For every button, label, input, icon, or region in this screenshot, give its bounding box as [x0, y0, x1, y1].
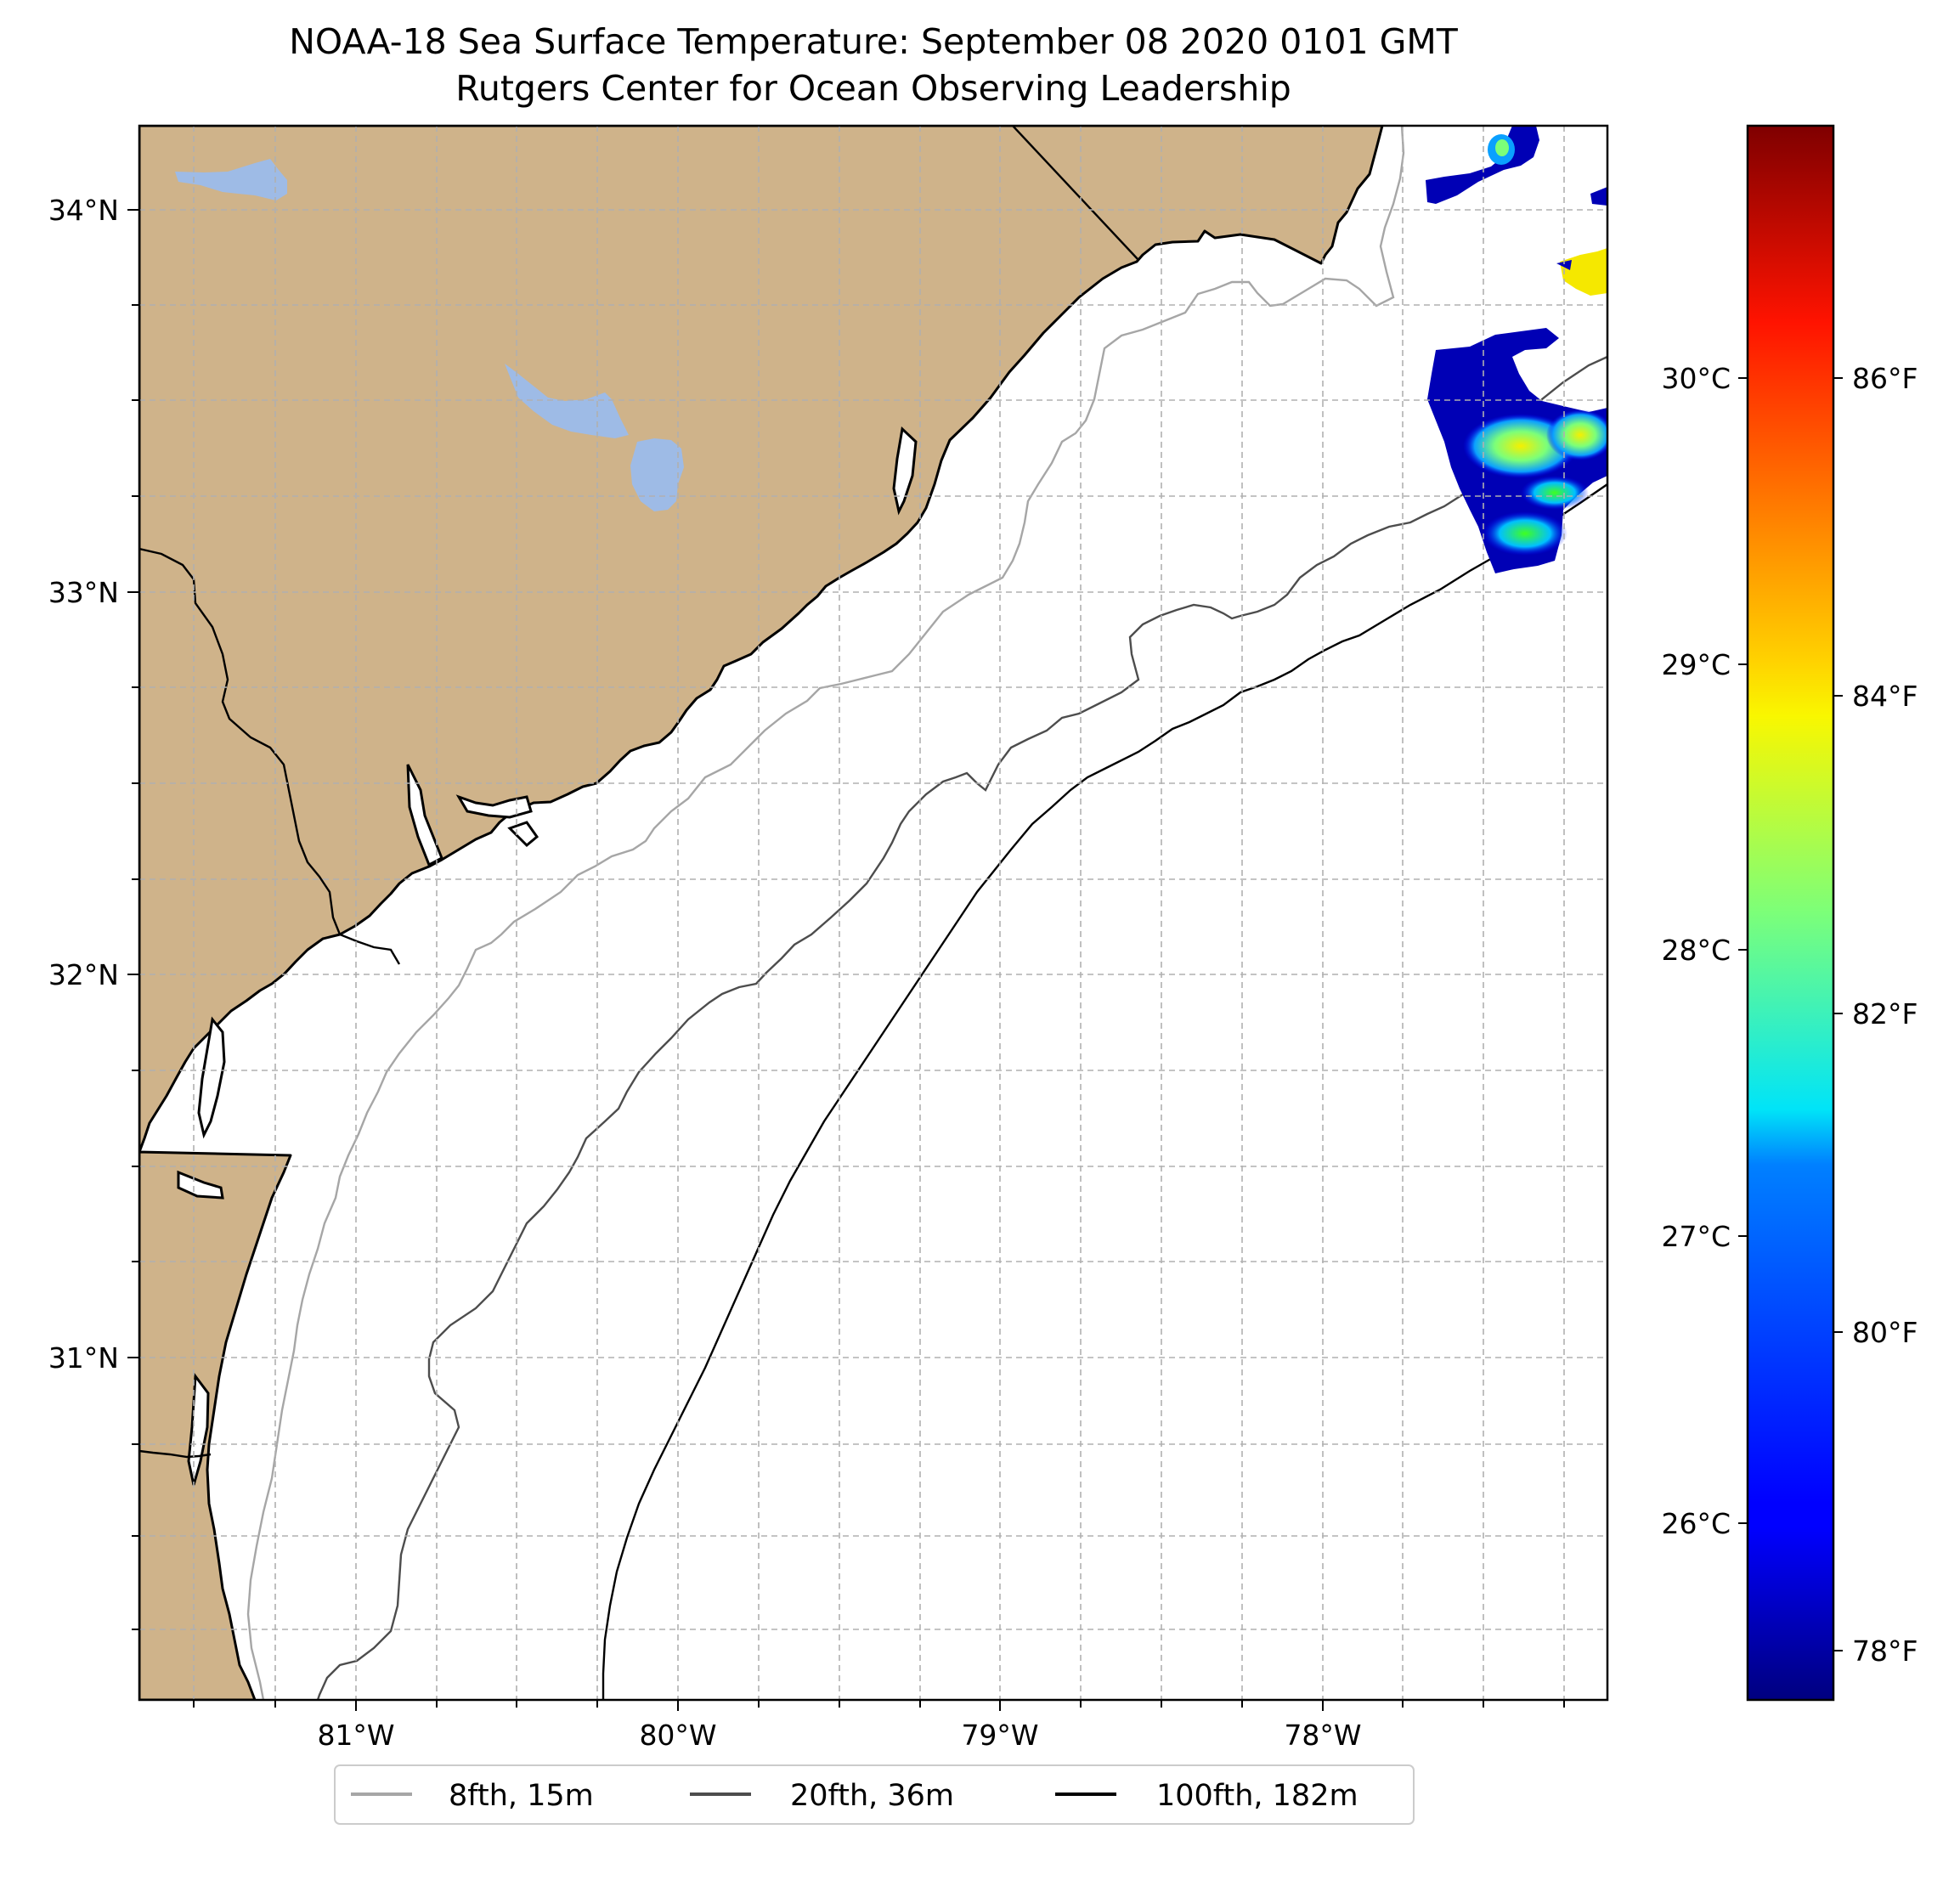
land: [139, 126, 1384, 1700]
contour-8fth: [246, 126, 1405, 1700]
gridlines: [139, 126, 1607, 1700]
title-line-2: Rutgers Center for Ocean Observing Leade…: [455, 68, 1291, 109]
colorbar-fahrenheit-80: 80°F: [1852, 1316, 1918, 1349]
lakes: [175, 159, 684, 511]
lat-label-31n: 31°N: [48, 1341, 119, 1375]
legend: 8fth, 15m 20fth, 36m 100fth, 182m: [334, 1764, 1415, 1825]
colorbar-fahrenheit-82: 82°F: [1852, 997, 1918, 1030]
legend-label-8fth: 8fth, 15m: [449, 1779, 594, 1813]
lon-label-78w: 78°W: [1284, 1719, 1361, 1752]
colorbar-celsius-26: 26°C: [1661, 1507, 1731, 1540]
colorbar-celsius-28: 28°C: [1661, 934, 1731, 967]
colorbar-fahrenheit-78: 78°F: [1852, 1634, 1918, 1668]
axis-ticks: [127, 209, 1565, 1711]
sst-data-overlay: [1426, 126, 1607, 573]
colorbar: 30°C 29°C 28°C 27°C 26°C 86°F 84°F 82°F …: [1661, 124, 1918, 1702]
map-frame: [138, 124, 1609, 1702]
contour-20fth: [316, 355, 1607, 1700]
colorbar-celsius-30: 30°C: [1661, 362, 1731, 395]
sst-patch-east: [1590, 187, 1607, 206]
lon-label-81w: 81°W: [317, 1719, 394, 1752]
colorbar-fahrenheit-84: 84°F: [1852, 680, 1918, 713]
lat-label-32n: 32°N: [48, 958, 119, 991]
colorbar-gradient: [1746, 124, 1835, 1702]
colorbar-ticks: [1738, 377, 1843, 1651]
state-borders: [139, 126, 1139, 1459]
colorbar-celsius-27: 27°C: [1661, 1220, 1731, 1253]
lat-label-34n: 34°N: [48, 194, 119, 227]
lon-label-79w: 79°W: [961, 1719, 1038, 1752]
legend-label-20fth: 20fth, 36m: [790, 1779, 954, 1813]
colorbar-celsius-29: 29°C: [1661, 648, 1731, 681]
lon-label-80w: 80°W: [639, 1719, 716, 1752]
lat-label-33n: 33°N: [48, 576, 119, 609]
legend-label-100fth: 100fth, 182m: [1156, 1779, 1358, 1813]
title-line-1: NOAA-18 Sea Surface Temperature: Septemb…: [289, 21, 1458, 62]
map-axes: [139, 126, 1607, 1700]
legend-box: [334, 1764, 1415, 1825]
contour-100fth: [602, 483, 1607, 1700]
colorbar-fahrenheit-86: 86°F: [1852, 362, 1918, 395]
coastal-sounds: [177, 426, 918, 1486]
